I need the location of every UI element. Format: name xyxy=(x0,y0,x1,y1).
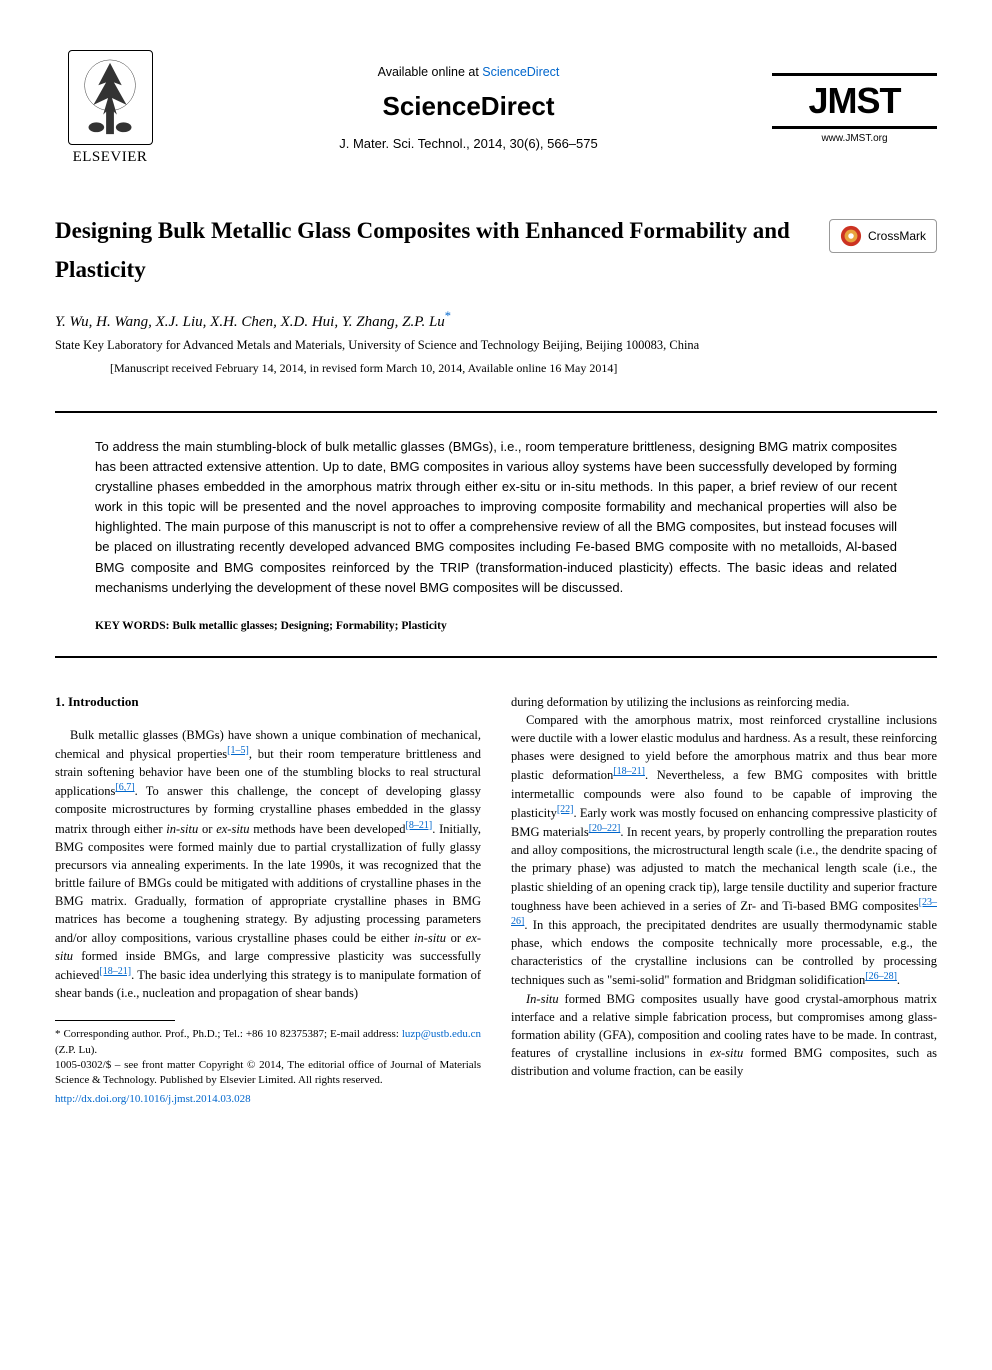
ref-6-7[interactable]: [6,7] xyxy=(115,782,134,793)
page-header: ELSEVIER Available online at ScienceDire… xyxy=(55,50,937,166)
manuscript-dates: [Manuscript received February 14, 2014, … xyxy=(110,361,937,376)
affiliation: State Key Laboratory for Advanced Metals… xyxy=(55,337,937,355)
corresponding-marker: * xyxy=(445,309,451,323)
elsevier-tree-icon xyxy=(68,50,153,145)
publisher-name: ELSEVIER xyxy=(73,149,148,166)
title-row: Designing Bulk Metallic Glass Composites… xyxy=(55,211,937,289)
jmst-abbrev: JMST xyxy=(772,80,937,122)
ref-26-28[interactable]: [26–28] xyxy=(865,971,897,982)
intro-para-1: Bulk metallic glasses (BMGs) have shown … xyxy=(55,726,481,1003)
ref-22[interactable]: [22] xyxy=(557,804,574,815)
journal-url: www.JMST.org xyxy=(772,133,937,144)
crossmark-badge[interactable]: CrossMark xyxy=(829,219,937,253)
jmst-box: JMST xyxy=(772,73,937,129)
ref-1-5[interactable]: [1–5] xyxy=(227,745,249,756)
keywords-label: KEY WORDS: xyxy=(95,620,172,632)
article-title: Designing Bulk Metallic Glass Composites… xyxy=(55,211,829,289)
corresponding-footnote: * Corresponding author. Prof., Ph.D.; Te… xyxy=(55,1027,481,1058)
sciencedirect-logo: ScienceDirect xyxy=(165,91,772,122)
copyright-footnote: 1005-0302/$ – see front matter Copyright… xyxy=(55,1058,481,1089)
abstract-box: To address the main stumbling-block of b… xyxy=(55,411,937,658)
available-prefix: Available online at xyxy=(378,65,483,79)
journal-logo: JMST www.JMST.org xyxy=(772,73,937,144)
right-para-3: In-situ formed BMG composites usually ha… xyxy=(511,990,937,1081)
right-para-1: during deformation by utilizing the incl… xyxy=(511,693,937,711)
ref-18-21[interactable]: [18–21] xyxy=(99,966,131,977)
authors: Y. Wu, H. Wang, X.J. Liu, X.H. Chen, X.D… xyxy=(55,309,937,331)
footnote-separator xyxy=(55,1020,175,1021)
ref-8-21[interactable]: [8–21] xyxy=(406,820,433,831)
crossmark-label: CrossMark xyxy=(868,229,926,243)
left-column: 1. Introduction Bulk metallic glasses (B… xyxy=(55,693,481,1108)
doi-link[interactable]: http://dx.doi.org/10.1016/j.jmst.2014.03… xyxy=(55,1093,251,1105)
sciencedirect-link[interactable]: ScienceDirect xyxy=(482,65,559,79)
journal-citation: J. Mater. Sci. Technol., 2014, 30(6), 56… xyxy=(165,136,772,151)
right-column: during deformation by utilizing the incl… xyxy=(511,693,937,1108)
section-1-heading: 1. Introduction xyxy=(55,693,481,712)
abstract-text: To address the main stumbling-block of b… xyxy=(95,437,897,598)
crossmark-icon xyxy=(840,225,862,247)
ref-r18-21[interactable]: [18–21] xyxy=(613,766,645,777)
authors-list: Y. Wu, H. Wang, X.J. Liu, X.H. Chen, X.D… xyxy=(55,314,445,330)
keywords-values: Bulk metallic glasses; Designing; Formab… xyxy=(172,620,446,632)
publisher-logo: ELSEVIER xyxy=(55,50,165,166)
header-center: Available online at ScienceDirect Scienc… xyxy=(165,65,772,151)
keywords-line: KEY WORDS: Bulk metallic glasses; Design… xyxy=(95,620,897,632)
corr-email-link[interactable]: luzp@ustb.edu.cn xyxy=(402,1028,481,1040)
right-para-2: Compared with the amorphous matrix, most… xyxy=(511,711,937,990)
available-online-text: Available online at ScienceDirect xyxy=(165,65,772,79)
ref-20-22[interactable]: [20–22] xyxy=(589,823,621,834)
body-columns: 1. Introduction Bulk metallic glasses (B… xyxy=(55,693,937,1108)
